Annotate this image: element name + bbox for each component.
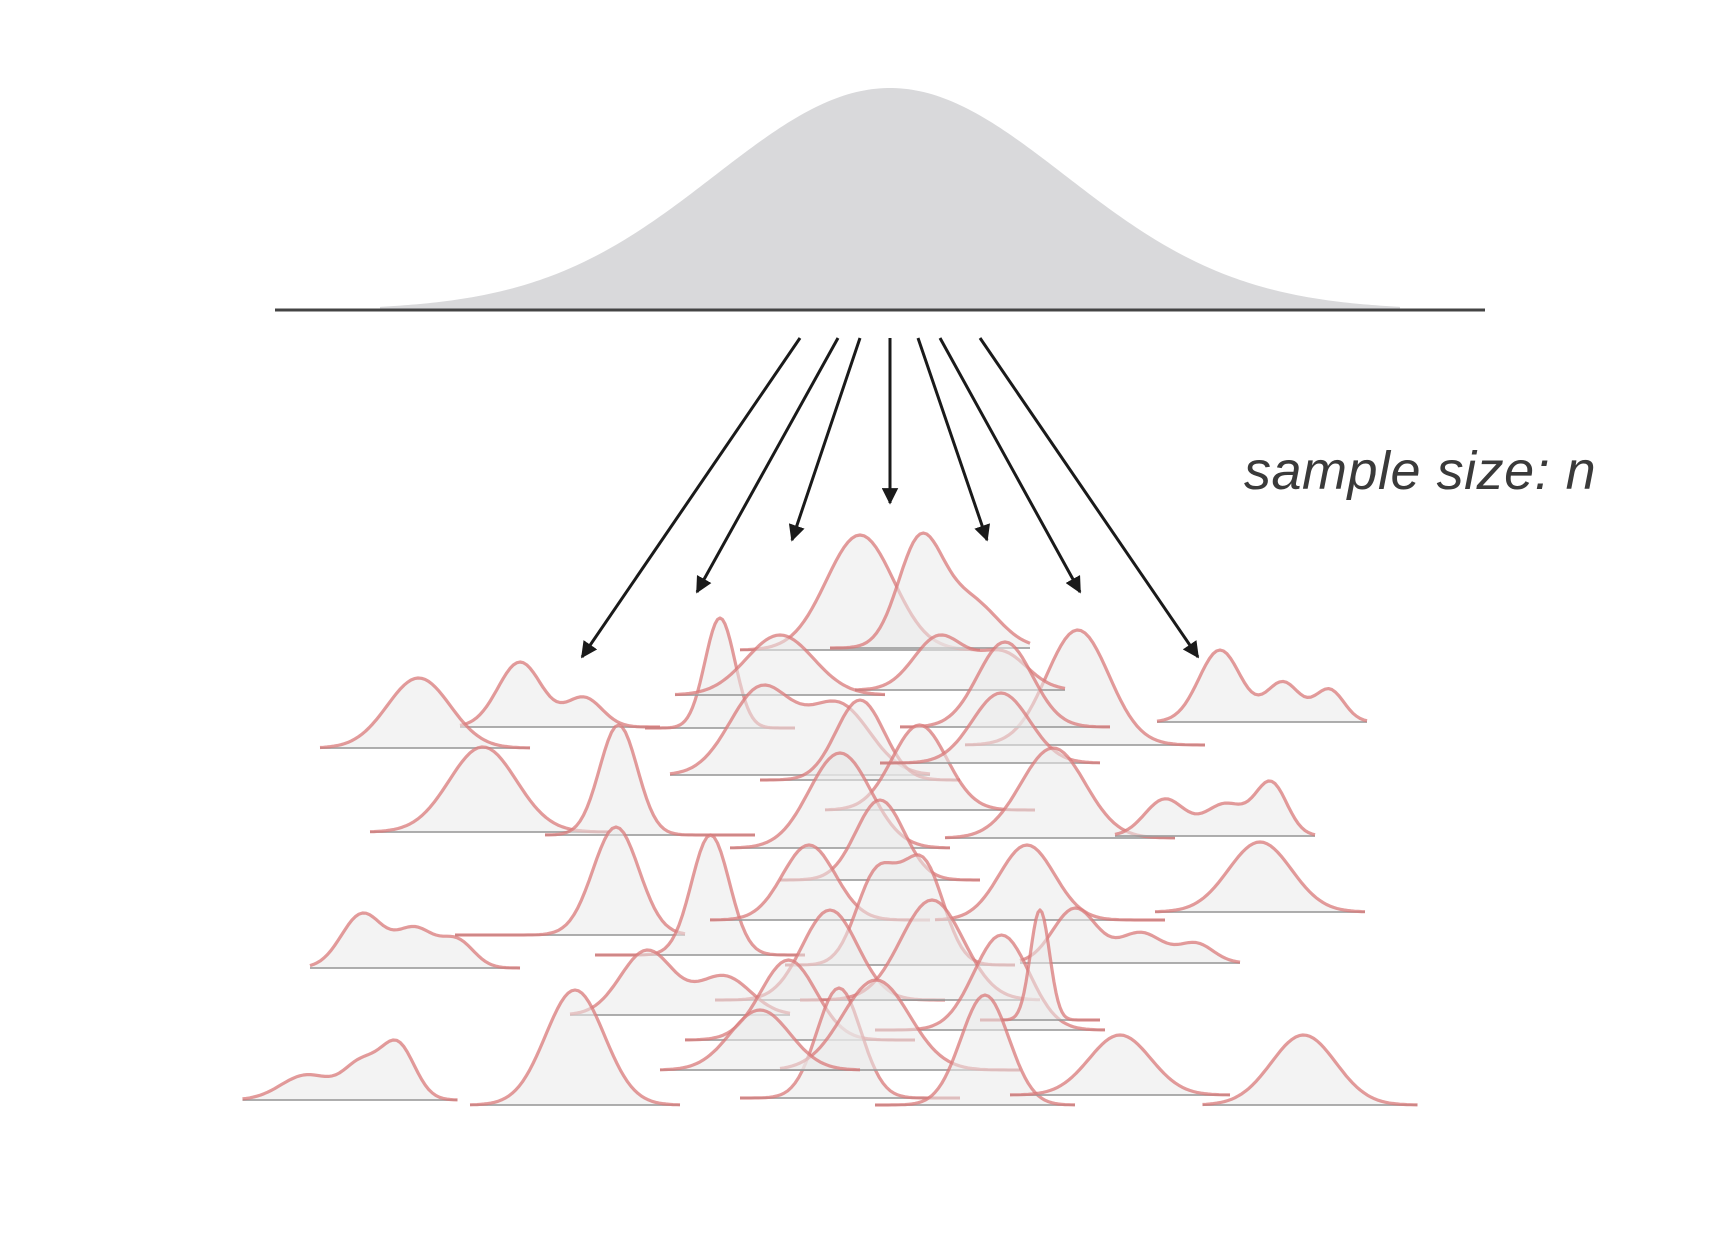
sample-curve — [455, 825, 686, 937]
sample-fill — [875, 935, 1105, 1030]
population-curve — [380, 88, 1400, 310]
sample-fill — [675, 635, 885, 695]
sample-curve — [730, 751, 950, 850]
sample-curve — [309, 911, 521, 970]
sample-fill — [545, 725, 755, 835]
sample-fill — [455, 827, 685, 935]
sampling-arrows — [580, 337, 1200, 659]
sample-distribution — [459, 660, 660, 729]
sample-distribution — [455, 825, 686, 937]
sample-distribution — [1202, 1033, 1418, 1107]
sample-curve — [1114, 779, 1316, 837]
sample-fill — [1155, 842, 1365, 912]
sample-fill — [935, 845, 1165, 920]
sample-curve — [1019, 906, 1241, 964]
sample-fill — [730, 753, 950, 848]
sample-curve — [830, 531, 1031, 650]
sampling-arrow — [978, 337, 1200, 659]
sample-fill — [830, 533, 1030, 648]
sample-fill — [310, 913, 520, 968]
sample-fill — [710, 845, 930, 920]
sampling-arrow — [695, 337, 840, 594]
sample-curve — [319, 676, 531, 750]
sample-fill — [945, 748, 1175, 838]
sample-curve — [1156, 648, 1368, 723]
sampling-arrow — [938, 337, 1082, 594]
sample-distribution — [659, 1008, 861, 1072]
sample-fill — [965, 630, 1205, 745]
sample-fill — [1157, 650, 1367, 722]
sample-size-label: sample size: n — [1244, 441, 1597, 501]
sample-fill — [760, 700, 960, 780]
sample-distribution — [875, 993, 1076, 1107]
sample-distribution — [1154, 840, 1366, 914]
sample-fill — [785, 855, 1015, 965]
sample-fill — [980, 910, 1100, 1020]
sample-fill — [875, 995, 1075, 1105]
sample-fill — [780, 980, 1020, 1070]
sample-distribution — [1114, 779, 1316, 837]
sample-curve — [569, 948, 791, 1016]
sample-curve — [1202, 1033, 1418, 1107]
sample-curve — [875, 993, 1076, 1107]
sample-curve — [242, 1038, 458, 1102]
sample-curve — [469, 988, 681, 1107]
sample-fill — [740, 535, 980, 650]
sample-fill — [685, 960, 915, 1040]
sampling-arrow — [916, 337, 991, 542]
sample-fill — [825, 725, 1035, 810]
sample-fill — [900, 642, 1110, 727]
sample-distribution — [242, 1038, 458, 1102]
population-distribution — [275, 88, 1485, 312]
sample-distribution — [1156, 648, 1368, 723]
sample-fill — [370, 747, 610, 832]
sample-fill — [570, 950, 790, 1015]
sample-curve — [595, 833, 805, 957]
sample-fill — [242, 1040, 458, 1100]
sample-distribution — [1009, 1033, 1231, 1097]
sample-fill — [880, 693, 1100, 763]
sample-curve — [459, 660, 660, 729]
sample-fill — [780, 800, 980, 880]
sample-curve — [934, 843, 1165, 922]
sample-fill — [1115, 781, 1315, 836]
sample-distribution — [595, 833, 805, 957]
sample-curve — [659, 1008, 861, 1072]
sample-distribution — [469, 988, 681, 1107]
sample-fill — [595, 835, 805, 955]
sample-curve — [900, 640, 1110, 729]
sample-distribution — [545, 723, 755, 837]
sample-curve — [1154, 840, 1366, 914]
sample-curve — [1009, 1033, 1231, 1097]
sample-distribution — [319, 676, 531, 750]
sample-fill — [645, 618, 795, 728]
sample-fill — [320, 678, 530, 748]
sample-fill — [1010, 1035, 1230, 1095]
sample-distribution — [934, 843, 1165, 922]
sampling-arrow — [788, 337, 862, 542]
sample-curve — [545, 723, 755, 837]
sample-distribution — [309, 911, 521, 970]
sample-distribution — [1019, 906, 1241, 964]
sample-fill — [715, 910, 945, 1000]
sampling-arrow — [580, 337, 802, 659]
sample-fill — [1202, 1035, 1418, 1105]
sample-fill — [460, 662, 660, 727]
sample-fill — [470, 990, 680, 1105]
sample-distributions — [242, 531, 1418, 1107]
sample-distribution — [369, 745, 610, 834]
sample-curve — [674, 633, 886, 697]
